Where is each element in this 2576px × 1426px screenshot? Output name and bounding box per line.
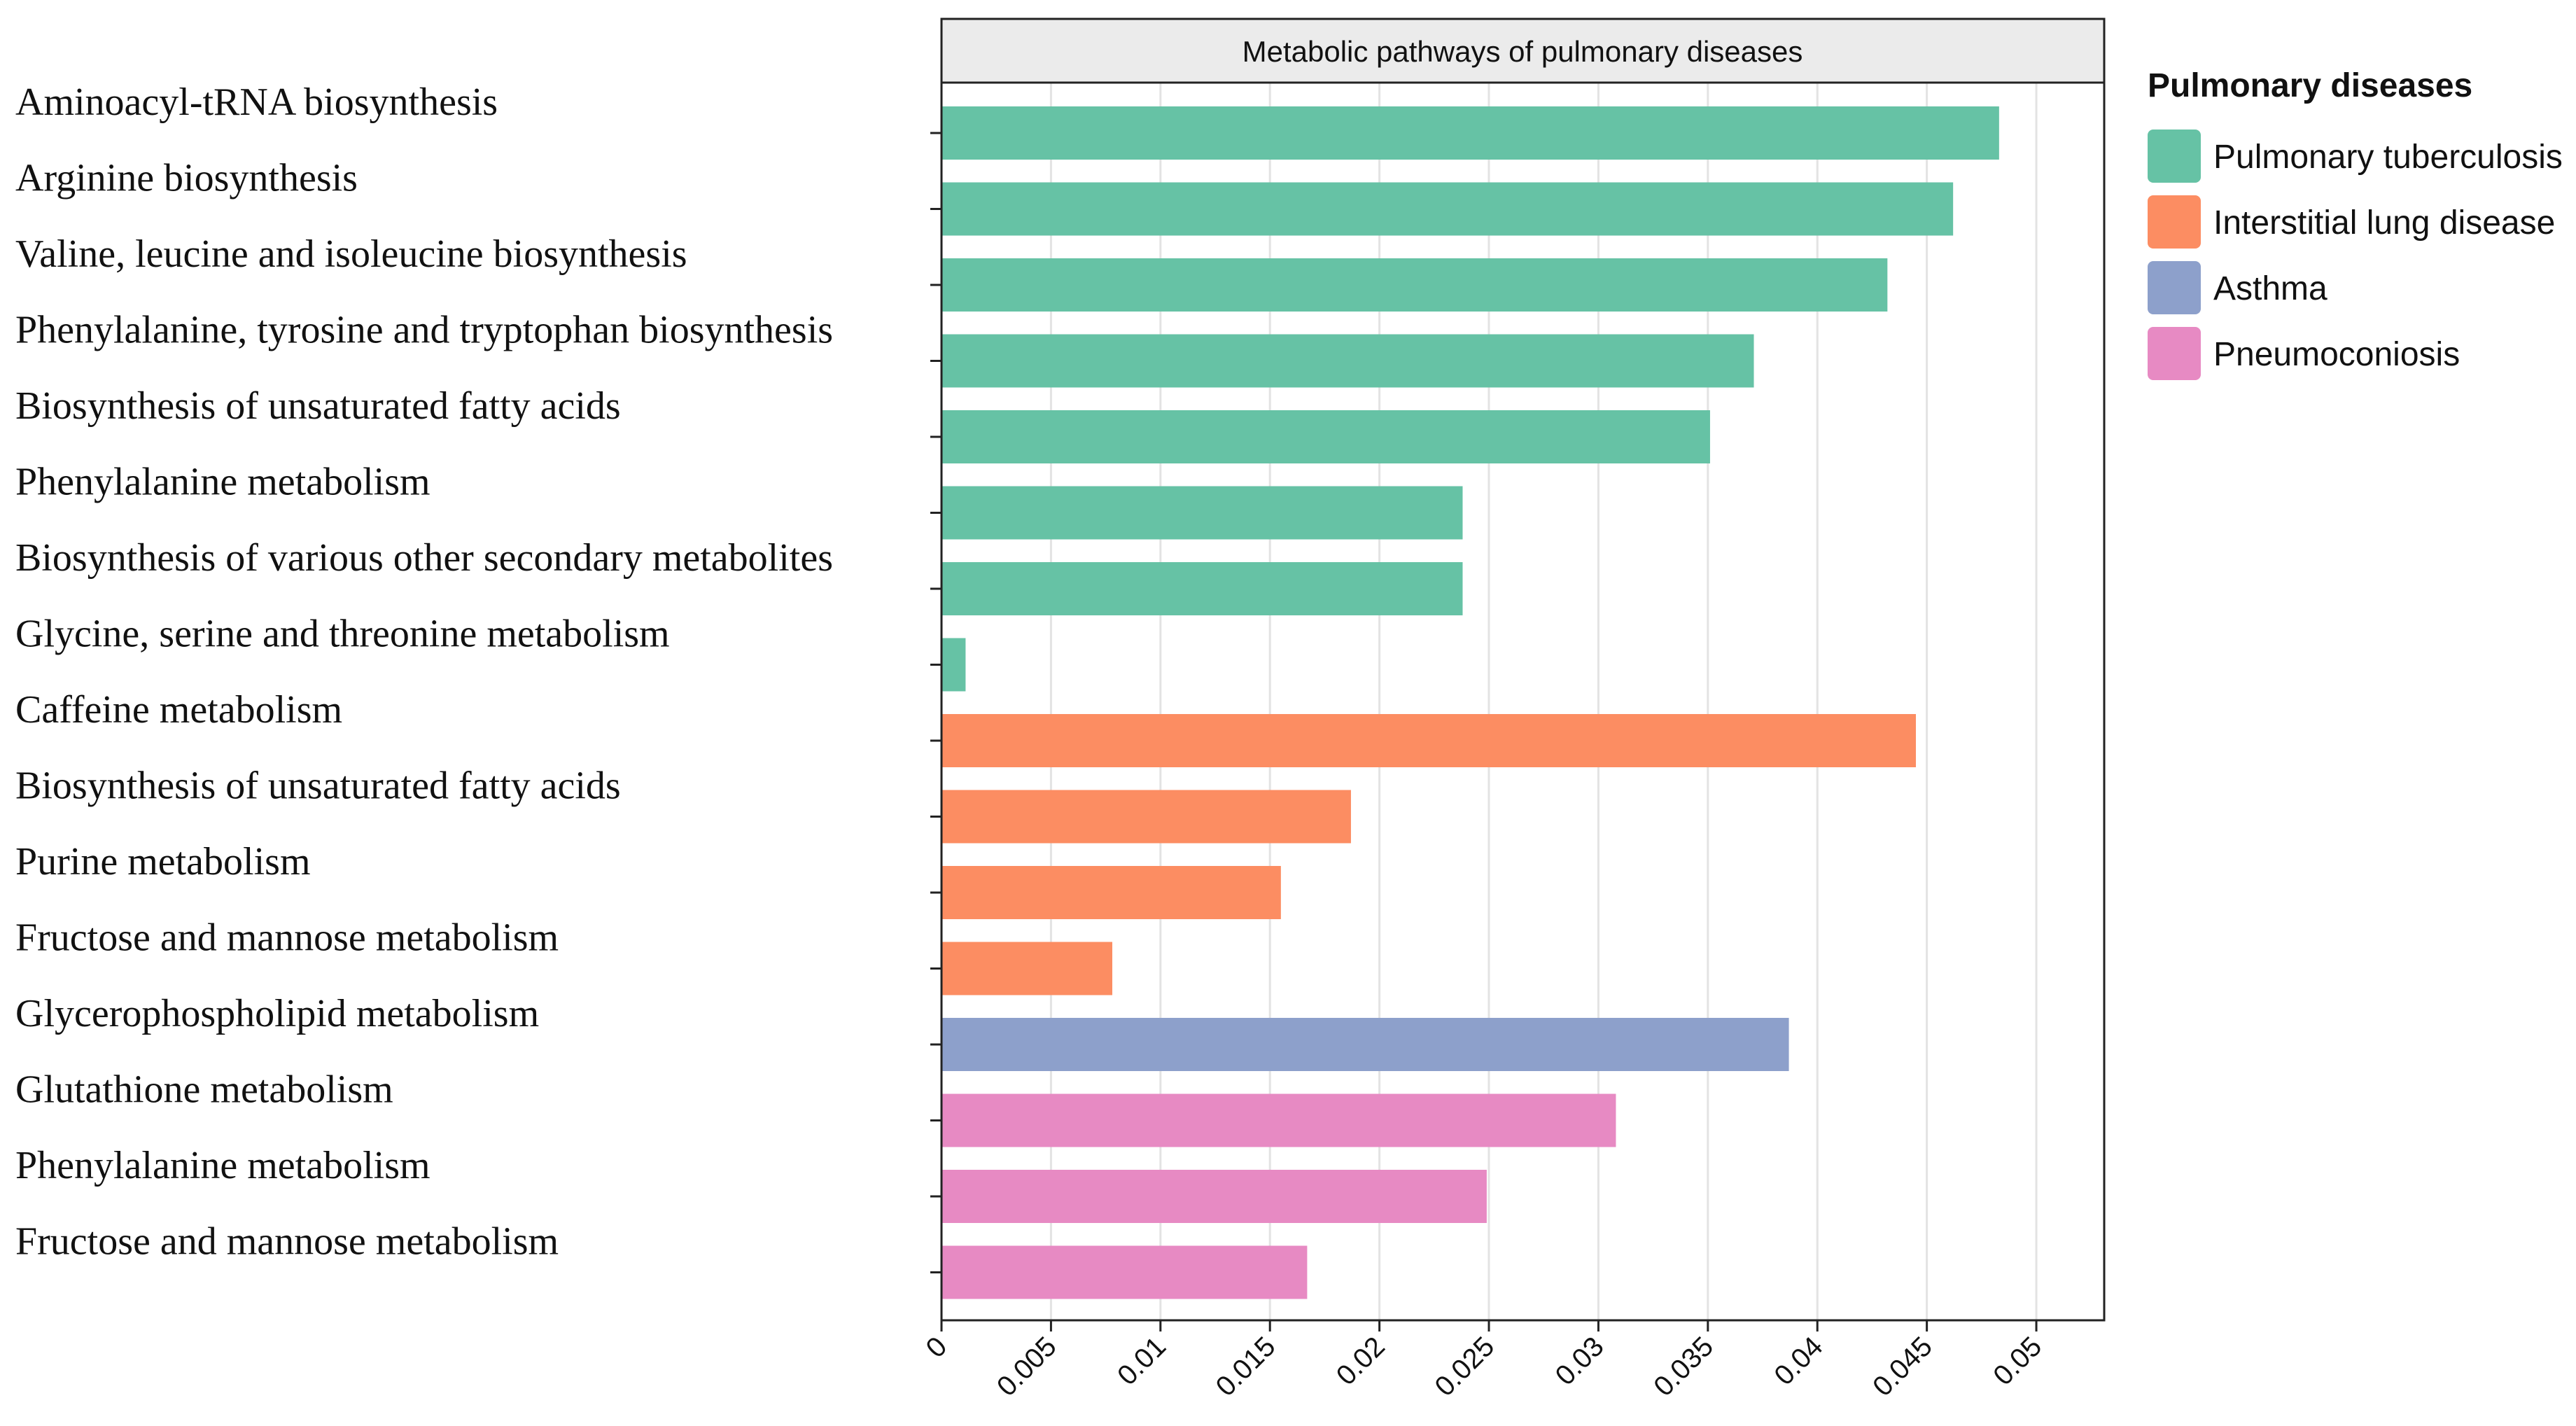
x-tick-label: 0.015 [1210,1331,1282,1402]
category-label: Biosynthesis of various other secondary … [15,536,833,580]
category-label: Biosynthesis of unsaturated fatty acids [15,384,621,428]
bar [941,1245,1308,1299]
x-tick-label: 0.01 [1112,1331,1172,1391]
category-label: Valine, leucine and isoleucine biosynthe… [15,232,687,276]
bar [941,1170,1487,1223]
bar [941,106,1999,160]
category-labels: Aminoacyl-tRNA biosynthesis Arginine bios… [15,81,941,1273]
bar [941,942,1112,995]
bars [941,106,1999,1299]
bar [941,790,1351,844]
bar [941,334,1754,388]
legend-swatch [2148,261,2201,314]
x-axis-ticks: 0 0.005 0.01 0.015 0.02 0.025 0.03 0.035 0.04 0.0… [920,1320,2047,1402]
category-label: Phenylalanine metabolism [15,461,430,504]
x-tick-label: 0.05 [1987,1331,2047,1391]
x-tick-label: 0.035 [1648,1331,1719,1402]
x-tick-label: 0.04 [1768,1331,1828,1391]
category-label: Phenylalanine, tyrosine and tryptophan b… [15,309,833,352]
legend-label: Interstitial lung disease [2213,204,2555,242]
category-label: Arginine biosynthesis [15,157,358,200]
bar [941,410,1710,463]
category-label: Glutathione metabolism [15,1068,393,1112]
bar [941,258,1888,312]
category-label: Glycine, serine and threonine metabolism [15,613,670,656]
x-tick-label: 0.045 [1867,1331,1938,1402]
legend-label: Asthma [2213,270,2328,307]
legend-title: Pulmonary diseases [2148,67,2472,104]
category-label: Glycerophospholipid metabolism [15,992,539,1035]
panel-border [940,81,2106,1322]
bar [941,1093,1616,1147]
legend-swatch [2148,130,2201,183]
legend-swatch [2148,327,2201,380]
x-tick-label: 0 [920,1331,953,1364]
bar [941,486,1463,540]
category-label: Fructose and mannose metabolism [15,1220,559,1264]
x-tick-label: 0.02 [1331,1331,1391,1391]
x-tick-label: 0.03 [1550,1331,1610,1391]
category-label: Biosynthesis of unsaturated fatty acids [15,764,621,808]
category-label: Fructose and mannose metabolism [15,916,559,960]
bar [941,866,1281,919]
x-tick-label: 0.005 [991,1331,1063,1402]
legend: Pulmonary diseases Pulmonary tuberculosi… [2148,67,2563,380]
legend-label: Pulmonary tuberculosis [2213,139,2563,176]
bar [941,638,966,692]
x-tick-label: 0.025 [1429,1331,1500,1402]
category-label: Aminoacyl-tRNA biosynthesis [15,81,498,124]
bar [941,714,1916,767]
chart-title: Metabolic pathways of pulmonary diseases [1242,35,1803,68]
bar [941,562,1463,615]
bar [941,182,1954,236]
category-label: Caffeine metabolism [15,688,342,732]
category-label: Phenylalanine metabolism [15,1144,430,1187]
panel-title-strip [940,18,2106,84]
legend-label: Pneumoconiosis [2213,336,2460,373]
legend-swatch [2148,195,2201,249]
category-label: Purine metabolism [15,840,311,883]
bar [941,1018,1789,1071]
